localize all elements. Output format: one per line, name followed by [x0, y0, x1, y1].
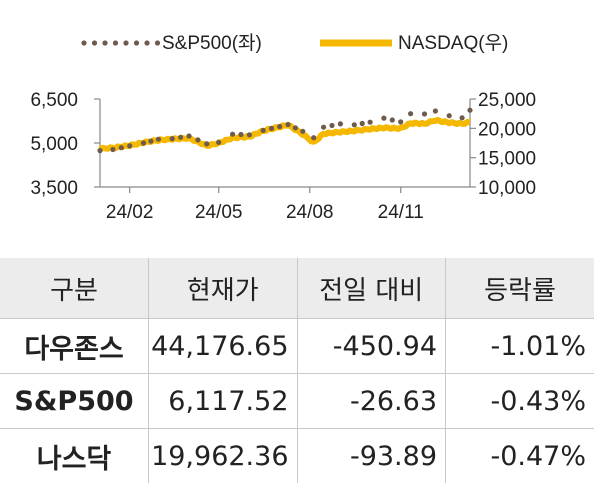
sp500-dot	[422, 111, 427, 116]
header-price: 현재가	[149, 258, 298, 319]
header-category: 구분	[0, 258, 149, 319]
x-tick-label: 24/11	[378, 202, 424, 223]
legend-dot	[155, 40, 160, 45]
sp500-dot	[360, 121, 365, 126]
left-tick-label: 6,500	[30, 90, 78, 111]
right-axis-ticks: 10,000 15,000 20,000 25,000	[470, 90, 536, 199]
sp500-dot	[238, 132, 243, 137]
sp500-dot	[97, 148, 102, 153]
left-axis-ticks: 3,500 5,000 6,500	[30, 90, 100, 199]
legend-marker-sp500	[81, 40, 160, 45]
right-tick-label: 25,000	[478, 90, 536, 111]
row-price: 19,962.36	[149, 429, 298, 483]
sp500-dot	[390, 117, 395, 122]
sp500-dot	[460, 115, 465, 120]
table-header-row: 구분 현재가 전일 대비 등락률	[0, 258, 594, 319]
sp500-dot	[204, 141, 209, 146]
series-line-nasdaq	[100, 120, 470, 149]
sp500-dot	[195, 137, 200, 142]
row-change: -93.89	[297, 429, 446, 483]
sp500-dot	[156, 137, 161, 142]
legend-dot	[134, 40, 139, 45]
right-tick-label: 10,000	[478, 178, 536, 199]
sp500-dot	[300, 129, 305, 134]
row-rate: -0.47%	[446, 429, 594, 483]
sp500-dot	[293, 125, 298, 130]
row-change: -450.94	[297, 319, 446, 374]
sp500-dot	[285, 122, 290, 127]
sp500-dot	[148, 139, 153, 144]
line-chart: S&P500(좌) NASDAQ(우) 3,500 5,000 6,500 10,0…	[0, 0, 594, 250]
row-name: 다우존스	[0, 319, 149, 374]
x-axis-ticks: 24/02 24/05 24/08 24/11	[106, 187, 424, 223]
sp500-dot	[127, 143, 132, 148]
sp500-dot	[408, 111, 413, 116]
sp500-dot	[141, 140, 146, 145]
x-tick-label: 24/05	[195, 202, 243, 223]
row-rate: -0.43%	[446, 374, 594, 429]
sp500-dot	[467, 108, 472, 113]
sp500-dot	[311, 135, 316, 140]
right-tick-label: 20,000	[478, 119, 536, 140]
series-dots-sp500	[97, 108, 472, 154]
table-row: 나스닥 19,962.36 -93.89 -0.47%	[0, 429, 594, 483]
row-price: 6,117.52	[149, 374, 298, 429]
sp500-dot	[381, 116, 386, 121]
sp500-dot	[433, 108, 438, 113]
sp500-dot	[178, 135, 183, 140]
legend-dot	[102, 40, 107, 45]
legend-dot	[81, 40, 86, 45]
sp500-dot	[277, 124, 282, 129]
row-price: 44,176.65	[149, 319, 298, 374]
legend-label-nasdaq: NASDAQ(우)	[398, 33, 508, 54]
table-row: S&P500 6,117.52 -26.63 -0.43%	[0, 374, 594, 429]
right-tick-label: 15,000	[478, 149, 536, 170]
row-name: 나스닥	[0, 429, 149, 483]
left-tick-label: 3,500	[30, 178, 78, 199]
sp500-dot	[170, 136, 175, 141]
legend-dot	[123, 40, 128, 45]
chart-legend: S&P500(좌) NASDAQ(우)	[81, 32, 508, 54]
legend-dot	[113, 40, 118, 45]
legend-dot	[92, 40, 97, 45]
sp500-dot	[447, 113, 452, 118]
header-change: 전일 대비	[297, 258, 446, 319]
x-tick-label: 24/08	[286, 202, 334, 223]
sp500-dot	[329, 123, 334, 128]
sp500-dot	[119, 145, 124, 150]
row-rate: -1.01%	[446, 319, 594, 374]
plot-area: 3,500 5,000 6,500 10,000 15,000 20,000 25,000…	[30, 90, 536, 223]
left-tick-label: 5,000	[30, 134, 78, 155]
sp500-dot	[269, 126, 274, 131]
legend-dot	[144, 40, 149, 45]
row-change: -26.63	[297, 374, 446, 429]
header-rate: 등락률	[446, 258, 594, 319]
sp500-dot	[352, 122, 357, 127]
x-tick-label: 24/02	[106, 202, 154, 223]
sp500-dot	[216, 140, 221, 145]
sp500-dot	[186, 133, 191, 138]
sp500-dot	[230, 132, 235, 137]
sp500-dot	[338, 121, 343, 126]
sp500-dot	[398, 119, 403, 124]
table-row: 다우존스 44,176.65 -450.94 -1.01%	[0, 319, 594, 374]
index-quote-table: 구분 현재가 전일 대비 등락률 다우존스 44,176.65 -450.94 …	[0, 258, 594, 483]
sp500-dot	[261, 128, 266, 133]
row-name: S&P500	[0, 374, 149, 429]
sp500-dot	[247, 132, 252, 137]
sp500-dot	[368, 120, 373, 125]
sp500-dot	[321, 125, 326, 130]
legend-label-sp500: S&P500(좌)	[162, 32, 262, 54]
sp500-dot	[110, 147, 115, 152]
